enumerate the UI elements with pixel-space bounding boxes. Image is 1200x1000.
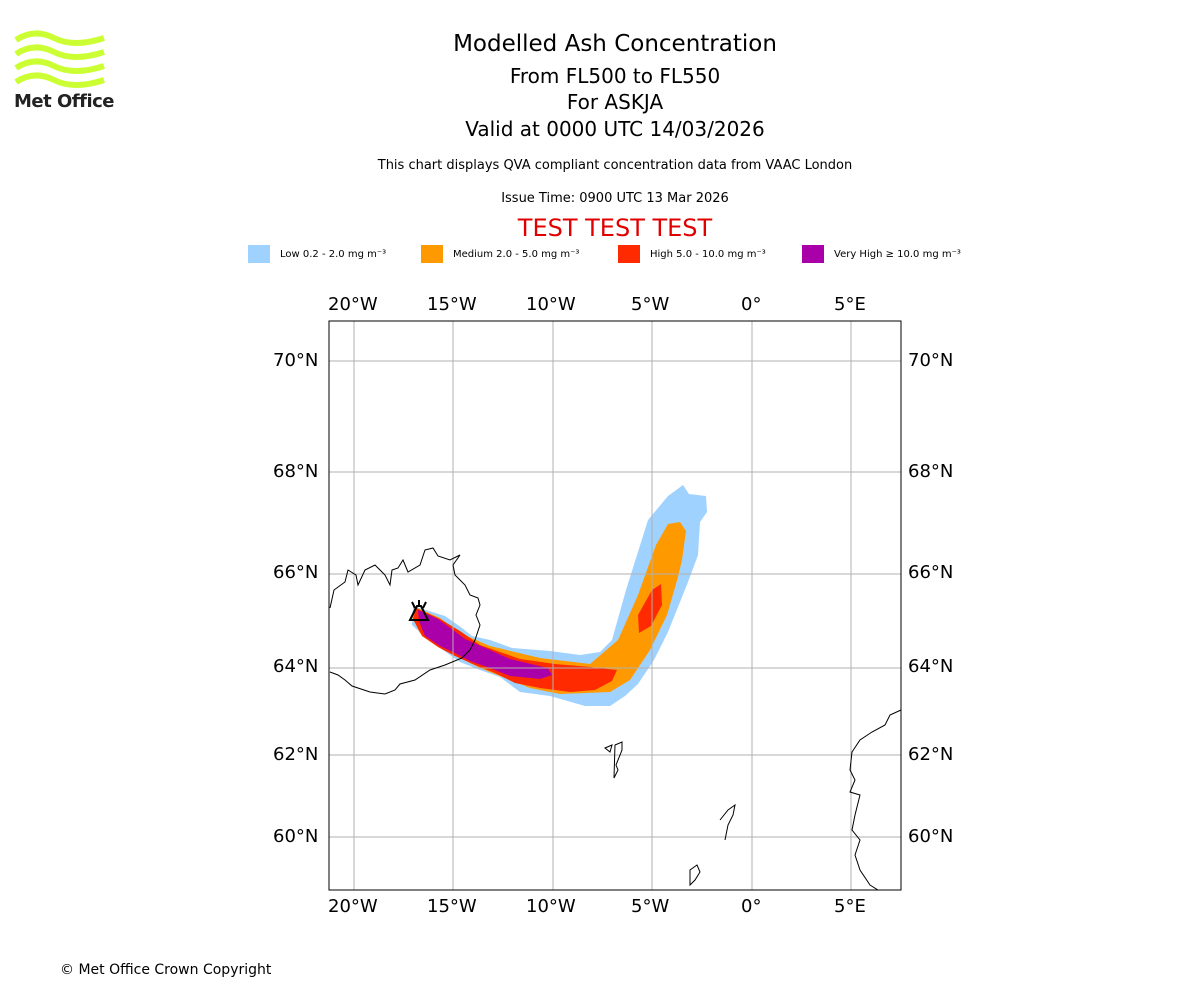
description: This chart displays QVA compliant concen… — [377, 158, 853, 173]
legend-swatch — [618, 245, 640, 263]
x-tick-top: 10°W — [526, 294, 576, 315]
x-tick-top: 20°W — [328, 294, 378, 315]
x-tick-top: 0° — [741, 294, 762, 315]
plume-very-high — [418, 610, 552, 679]
flight-levels: From FL500 to FL550 — [509, 64, 721, 88]
test-banner: TEST TEST TEST — [517, 214, 713, 242]
x-tick-top: 15°W — [427, 294, 477, 315]
x-tick-bottom: 5°E — [834, 896, 866, 917]
x-tick-bottom: 10°W — [526, 896, 576, 917]
legend-medium: Medium 2.0 - 5.0 mg m⁻³ — [421, 245, 579, 263]
legend-label: High 5.0 - 10.0 mg m⁻³ — [650, 248, 766, 260]
legend-label: Medium 2.0 - 5.0 mg m⁻³ — [453, 248, 580, 260]
legend-label: Low 0.2 - 2.0 mg m⁻³ — [280, 248, 387, 260]
volcano-icon — [408, 600, 430, 621]
map-frame — [328, 320, 902, 891]
copyright: © Met Office Crown Copyright — [60, 962, 272, 978]
y-tick-right: 62°N — [908, 744, 954, 765]
y-tick-left: 70°N — [273, 350, 319, 371]
legend-low: Low 0.2 - 2.0 mg m⁻³ — [248, 245, 386, 263]
legend-very-high: Very High ≥ 10.0 mg m⁻³ — [802, 245, 961, 263]
chart-title: Modelled Ash Concentration — [453, 31, 777, 57]
plume-high — [413, 584, 662, 692]
legend-swatch — [248, 245, 270, 263]
y-tick-left: 66°N — [273, 562, 319, 583]
y-tick-left: 60°N — [273, 826, 319, 847]
coastlines — [329, 547, 902, 891]
volcano-name: For ASKJA — [566, 90, 664, 114]
x-tick-bottom: 0° — [741, 896, 762, 917]
met-office-logo-icon — [14, 30, 105, 88]
y-tick-right: 68°N — [908, 461, 954, 482]
x-tick-top: 5°W — [631, 294, 670, 315]
y-tick-right: 70°N — [908, 350, 954, 371]
x-tick-bottom: 15°W — [427, 896, 477, 917]
legend-swatch — [802, 245, 824, 263]
legend-label: Very High ≥ 10.0 mg m⁻³ — [834, 248, 961, 260]
y-tick-left: 64°N — [273, 656, 319, 677]
legend-swatch — [421, 245, 443, 263]
x-tick-bottom: 5°W — [631, 896, 670, 917]
y-tick-right: 60°N — [908, 826, 954, 847]
x-tick-bottom: 20°W — [328, 896, 378, 917]
valid-time: Valid at 0000 UTC 14/03/2026 — [465, 117, 765, 141]
y-tick-left: 68°N — [273, 461, 319, 482]
logo-text: Met Office — [14, 91, 115, 112]
gridlines — [329, 321, 901, 890]
y-tick-right: 64°N — [908, 656, 954, 677]
legend-high: High 5.0 - 10.0 mg m⁻³ — [618, 245, 766, 263]
x-tick-top: 5°E — [834, 294, 866, 315]
y-tick-left: 62°N — [273, 744, 319, 765]
y-tick-right: 66°N — [908, 562, 954, 583]
issue-time: Issue Time: 0900 UTC 13 Mar 2026 — [501, 191, 729, 206]
